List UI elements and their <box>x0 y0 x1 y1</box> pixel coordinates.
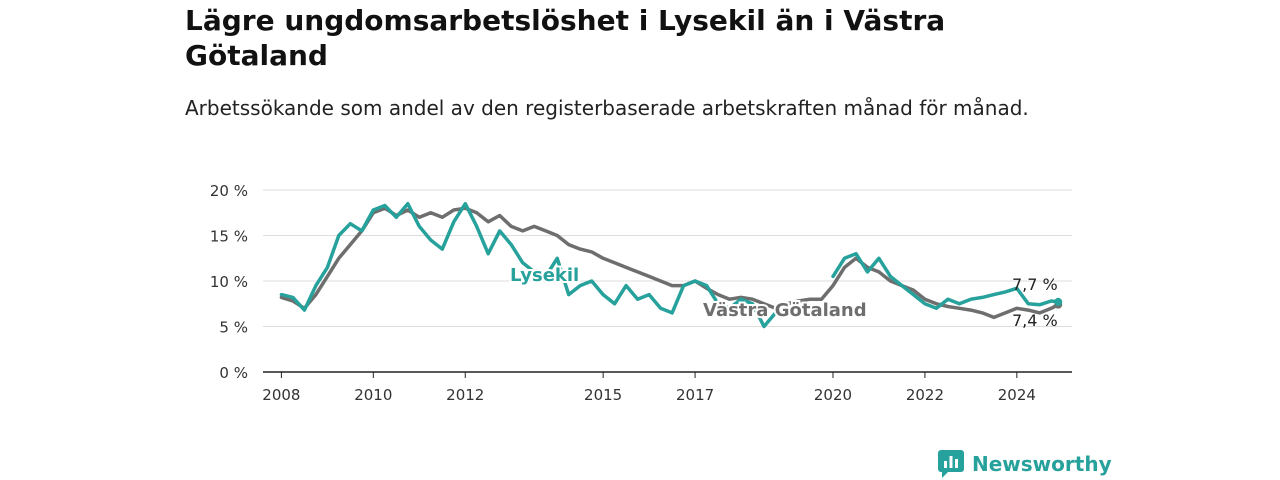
end-value-label-vastra-gotaland: 7,4 % <box>1012 311 1058 330</box>
series-labels: Lysekil Västra Götaland 7,7 % 7,4 % <box>508 263 1058 330</box>
x-axis-ticks: 2008 2010 2012 2015 2017 2020 2022 2024 <box>262 372 1036 404</box>
y-tick-label: 5 % <box>219 319 248 337</box>
chart-subtitle: Arbetssökande som andel av den registerb… <box>185 96 1029 120</box>
y-tick-label: 15 % <box>210 228 248 246</box>
x-tick-label: 2015 <box>584 386 622 404</box>
end-value-label-lysekil: 7,7 % <box>1012 275 1058 294</box>
y-tick-label: 0 % <box>219 364 248 382</box>
x-tick-label: 2017 <box>676 386 714 404</box>
series-lines <box>279 201 1063 329</box>
chart-title: Lägre ungdomsarbetslöshet i Lysekil än i… <box>185 4 946 72</box>
x-tick-label: 2022 <box>906 386 944 404</box>
series-label-vastra-gotaland: Västra Götaland <box>703 300 867 321</box>
brand-logo: Newsworthy <box>938 450 1112 478</box>
brand-name: Newsworthy <box>972 452 1112 476</box>
y-tick-label: 20 % <box>210 182 248 200</box>
y-tick-label: 10 % <box>210 273 248 291</box>
x-tick-label: 2024 <box>998 386 1036 404</box>
bar-chart-bubble-icon <box>938 450 964 478</box>
series-line-vastra-gotaland <box>279 206 1060 320</box>
y-axis-ticks: 0 % 5 % 10 % 15 % 20 % <box>210 182 248 382</box>
series-label-lysekil: Lysekil <box>510 265 579 286</box>
x-tick-label: 2008 <box>262 386 300 404</box>
x-tick-label: 2020 <box>814 386 852 404</box>
x-tick-label: 2012 <box>446 386 484 404</box>
series-end-point <box>1054 297 1063 306</box>
series-line-lysekil <box>279 201 1060 329</box>
x-tick-label: 2010 <box>354 386 392 404</box>
gridlines <box>263 189 1072 327</box>
